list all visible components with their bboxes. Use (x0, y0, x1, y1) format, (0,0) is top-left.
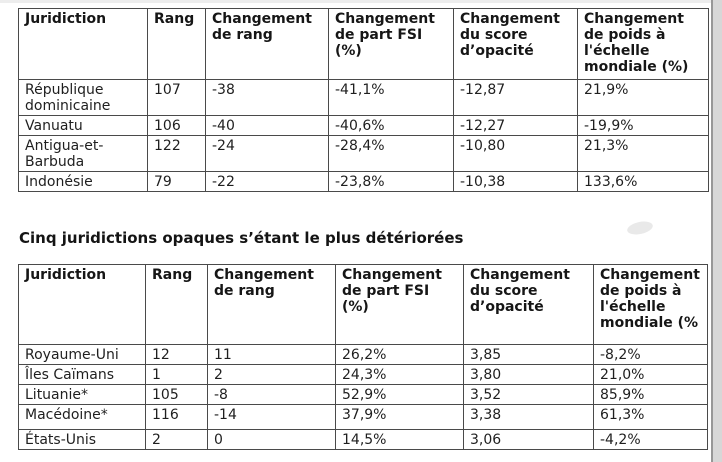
table-cell: 21,0% (593, 364, 708, 385)
table-cell: -40 (205, 115, 329, 136)
table-cell: 107 (147, 79, 206, 116)
top-edge-artifact (0, 0, 722, 3)
table-cell: -8,2% (593, 344, 708, 365)
table-cell: 2 (145, 429, 208, 450)
table-cell: 61,3% (593, 404, 708, 430)
table-cell: 3,85 (463, 344, 594, 365)
table-cell: États-Unis (18, 429, 146, 450)
table-cell: 3,38 (463, 404, 594, 430)
table-cell: -23,8% (328, 171, 454, 192)
table-jurisdictions-deteriorated: Juridiction Rang Changement de rang Changem… (18, 264, 708, 450)
section-heading: Cinq juridictions opaques s’étant le plu… (19, 229, 464, 247)
column-header: Changement de part FSI (%) (335, 264, 464, 345)
table-cell: -19,9% (577, 115, 709, 136)
table-cell: 3,06 (463, 429, 594, 450)
table-cell: 116 (145, 404, 208, 430)
column-header: Rang (147, 8, 206, 80)
table-cell: Antigua-et-Barbuda (18, 135, 148, 172)
table-cell: 37,9% (335, 404, 464, 430)
table-row: République dominicaine 107 -38 -41,1% -12,87… (18, 79, 709, 116)
table-cell: 24,3% (335, 364, 464, 385)
table-row: Antigua-et-Barbuda 122 -24 -28,4% -10,80 21,3… (18, 135, 709, 172)
table-cell: Indonésie (18, 171, 148, 192)
table-cell: 85,9% (593, 384, 708, 405)
table-row: Royaume-Uni 12 11 26,2% 3,85 -8,2% (18, 344, 708, 365)
table-cell: -14 (207, 404, 336, 430)
table-cell: 2 (207, 364, 336, 385)
table-cell: -10,80 (453, 135, 578, 172)
column-header: Changement de poids à l'échelle mondiale… (593, 264, 708, 345)
table-cell: -38 (205, 79, 329, 116)
table-cell: -8 (207, 384, 336, 405)
table-cell: -12,27 (453, 115, 578, 136)
table-cell: -28,4% (328, 135, 454, 172)
table-row: Macédoine* 116 -14 37,9% 3,38 61,3% (18, 404, 708, 430)
column-header: Changement de part FSI (%) (328, 8, 454, 80)
column-header: Juridiction (18, 264, 146, 345)
table-cell: 79 (147, 171, 206, 192)
table-cell: 12 (145, 344, 208, 365)
table-cell: Îles Caïmans (18, 364, 146, 385)
table-cell: 26,2% (335, 344, 464, 365)
table-cell: Lituanie* (18, 384, 146, 405)
table-cell: 122 (147, 135, 206, 172)
header-row: Juridiction Rang Changement de rang Changem… (18, 8, 709, 80)
table-row: Indonésie 79 -22 -23,8% -10,38 133,6% (18, 171, 709, 192)
column-header: Rang (145, 264, 208, 345)
table-cell: 11 (207, 344, 336, 365)
table-cell: 21,3% (577, 135, 709, 172)
table-cell: Royaume-Uni (18, 344, 146, 365)
table-cell: 105 (145, 384, 208, 405)
table-cell: 0 (207, 429, 336, 450)
table-row: Îles Caïmans 1 2 24,3% 3,80 21,0% (18, 364, 708, 385)
table-cell: -41,1% (328, 79, 454, 116)
column-header: Changement de rang (205, 8, 329, 80)
table-cell: République dominicaine (18, 79, 148, 116)
table-cell: -12,87 (453, 79, 578, 116)
column-header: Changement de rang (207, 264, 336, 345)
table-cell: -10,38 (453, 171, 578, 192)
column-header: Changement du score d’opacité (463, 264, 594, 345)
table-cell: 3,52 (463, 384, 594, 405)
table-row: Lituanie* 105 -8 52,9% 3,52 85,9% (18, 384, 708, 405)
table-cell: 52,9% (335, 384, 464, 405)
column-header: Changement du score d’opacité (453, 8, 578, 80)
table-cell: 21,9% (577, 79, 709, 116)
page-edge-strip (711, 0, 722, 462)
table-cell: -4,2% (593, 429, 708, 450)
table-cell: Macédoine* (18, 404, 146, 430)
table-cell: 133,6% (577, 171, 709, 192)
table-row: Vanuatu 106 -40 -40,6% -12,27 -19,9% (18, 115, 709, 136)
table-cell: 1 (145, 364, 208, 385)
table-cell: Vanuatu (18, 115, 148, 136)
table-cell: 14,5% (335, 429, 464, 450)
table-cell: -22 (205, 171, 329, 192)
column-header: Changement de poids à l'échelle mondiale… (577, 8, 709, 80)
column-header: Juridiction (18, 8, 148, 80)
table-cell: -40,6% (328, 115, 454, 136)
table-jurisdictions-improved: Juridiction Rang Changement de rang Changem… (18, 8, 709, 192)
header-row: Juridiction Rang Changement de rang Changem… (18, 264, 708, 345)
table-cell: 3,80 (463, 364, 594, 385)
table-row: États-Unis 2 0 14,5% 3,06 -4,2% (18, 429, 708, 450)
table-cell: -24 (205, 135, 329, 172)
table-cell: 106 (147, 115, 206, 136)
